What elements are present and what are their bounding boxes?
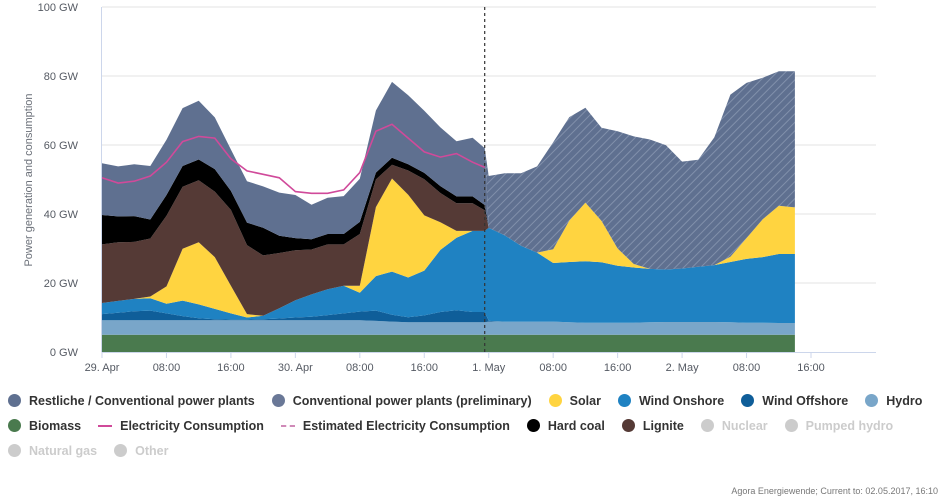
legend-dot-icon [114,444,128,457]
area-hard-coal [102,157,795,270]
legend-row: Restliche / Conventional power plants Con… [8,388,943,413]
legend-dot-icon [617,394,631,407]
area-biomass [102,334,795,352]
legend-item-estimated-electricity-consumption[interactable]: Estimated Electricity Consumption [280,418,510,433]
area-conventional-power-plants-preliminary [102,71,795,270]
legend-label: Electricity Consumption [120,418,264,433]
legend-item-wind-onshore[interactable]: Wind Onshore [617,393,725,408]
area-wind-onshore [102,227,795,323]
legend-dot-icon [700,419,714,432]
legend-dot-icon [8,394,21,407]
legend-dot-icon [526,419,540,432]
legend-dot-icon [741,394,755,407]
legend-label: Nuclear [721,418,768,433]
y-tick-label: 0 GW [50,347,79,359]
x-tick-label: 08:00 [346,362,374,374]
legend-dashed-line-icon [280,424,295,427]
legend-item-pumped-hydro[interactable]: Pumped hydro [784,418,894,433]
area-hydro [102,320,795,335]
legend-label: Conventional power plants (preliminary) [292,393,532,408]
legend-line-icon [98,424,113,427]
legend-row: Biomass Electricity Consumption Estimated … [8,413,943,438]
x-tick-label: 16:00 [411,362,439,374]
area-lignite [102,164,795,316]
legend-item-lignite[interactable]: Lignite [621,418,684,433]
legend-item-conventional-power-plants-preliminary[interactable]: Conventional power plants (preliminary) [271,393,532,408]
x-tick-label: 29. Apr [85,362,120,374]
legend-label: Wind Onshore [638,393,725,408]
legend: Restliche / Conventional power plants Con… [8,388,943,463]
y-axis-label: Power generation and consumption [23,93,35,266]
legend-item-nuclear[interactable]: Nuclear [700,418,768,433]
legend-item-restliche-conventional-power-plants[interactable]: Restliche / Conventional power plants [8,394,255,408]
legend-label: Hard coal [547,418,605,433]
y-tick-label: 100 GW [38,2,79,14]
legend-item-solar[interactable]: Solar [548,393,601,408]
area-restliche-conventional-power-plants [102,81,795,270]
x-tick-label: 08:00 [539,362,567,374]
legend-item-other[interactable]: Other [114,444,168,458]
area-wind-offshore [102,310,795,323]
line-electricity-consumption [101,123,486,195]
x-tick-label: 16:00 [604,362,632,374]
x-tick-label: 30. Apr [278,362,313,374]
legend-dot-icon [621,419,635,432]
legend-item-hard-coal[interactable]: Hard coal [526,418,605,433]
line-series [101,7,486,352]
y-tick-label: 20 GW [44,278,79,290]
legend-label: Pumped hydro [805,418,894,433]
legend-label: Restliche / Conventional power plants [29,393,255,408]
x-tick-label: 08:00 [733,362,761,374]
legend-dot-icon [865,394,879,407]
legend-item-biomass[interactable]: Biomass [8,419,81,433]
legend-row: Natural gas Other [8,438,943,463]
legend-label: Wind Offshore [762,393,849,408]
y-tick-label: 60 GW [44,140,79,152]
legend-item-hydro[interactable]: Hydro [865,394,922,408]
legend-item-wind-offshore[interactable]: Wind Offshore [741,394,848,408]
x-tick-label: 1. May [472,362,506,374]
legend-item-electricity-consumption[interactable]: Electricity Consumption [98,419,264,433]
legend-label: Estimated Electricity Consumption [302,418,510,433]
source-note: Agora Energiewende; Current to: 02.05.20… [731,486,938,496]
x-tick-label: 08:00 [153,362,181,374]
legend-label: Other [135,443,169,458]
x-tick-label: 16:00 [797,362,825,374]
legend-label: Hydro [886,393,923,408]
legend-label: Solar [569,393,601,408]
legend-label: Natural gas [29,443,98,458]
chart: 0 GW 20 GW 40 GW 60 GW 80 GW 100 GW 29. Apr 08:… [23,2,876,374]
legend-label: Lignite [642,418,684,433]
y-tick-label: 80 GW [44,71,79,83]
legend-label: Biomass [29,418,82,433]
axes: 0 GW 20 GW 40 GW 60 GW 80 GW 100 GW 29. Apr 08:… [38,2,876,374]
legend-item-natural-gas[interactable]: Natural gas [8,444,97,458]
legend-dot-icon [548,394,562,407]
legend-dot-icon [8,444,21,457]
y-tick-label: 40 GW [44,209,79,221]
area-series [102,71,795,352]
legend-dot-icon [784,419,798,432]
legend-dot-icon [8,419,21,432]
x-tick-label: 2. May [666,362,700,374]
x-tick-label: 16:00 [217,362,245,374]
legend-dot-icon [271,394,285,407]
